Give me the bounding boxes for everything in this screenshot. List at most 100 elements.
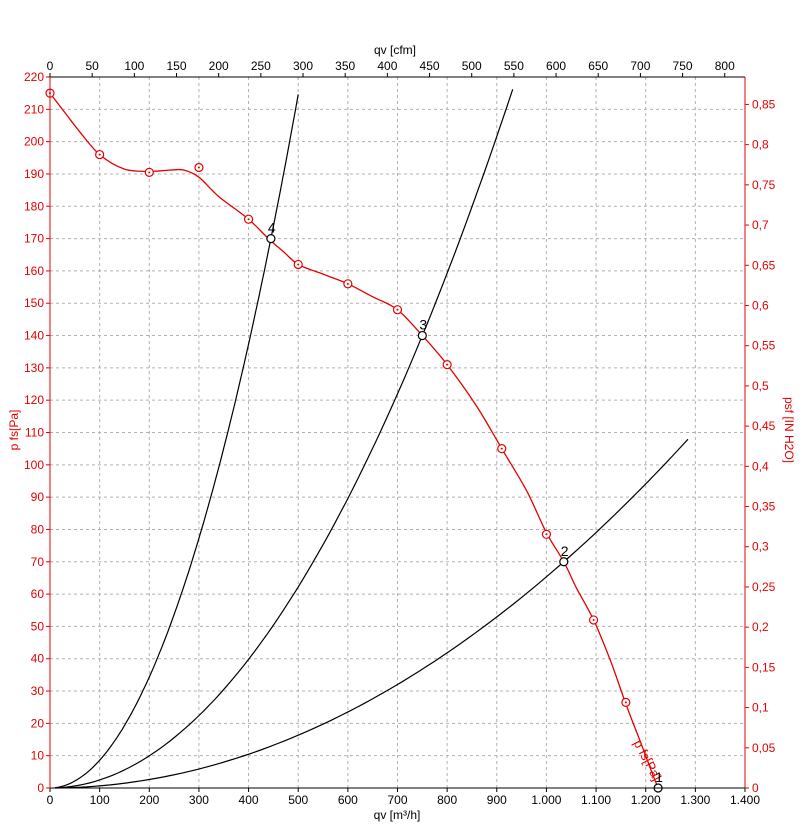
bottom-axis-label: qv [m³/h] xyxy=(374,808,421,822)
right-tick-label: 0,05 xyxy=(752,741,776,755)
right-tick-label: 0,55 xyxy=(752,339,776,353)
left-tick-label: 70 xyxy=(31,555,45,569)
left-tick-label: 60 xyxy=(31,587,45,601)
right-tick-label: 0,7 xyxy=(752,218,769,232)
right-tick-label: 0,15 xyxy=(752,660,776,674)
right-tick-label: 0,2 xyxy=(752,620,769,634)
right-tick-label: 0,25 xyxy=(752,580,776,594)
right-tick-label: 0,8 xyxy=(752,138,769,152)
right-tick-label: 0,75 xyxy=(752,178,776,192)
system-curve-2 xyxy=(54,438,689,789)
left-tick-label: 0 xyxy=(37,781,44,795)
top-tick-label: 300 xyxy=(293,59,313,73)
right-tick-label: 0,5 xyxy=(752,379,769,393)
left-tick-label: 200 xyxy=(24,135,44,149)
operating-point-label-1: 1 xyxy=(655,769,663,785)
left-tick-label: 120 xyxy=(24,393,44,407)
axes: 0 100 200 300 400 500 600 700 800 900 1.000 1.100 1.… xyxy=(24,59,776,807)
top-tick-label: 600 xyxy=(546,59,566,73)
fan-curve-marker-dot xyxy=(297,263,300,266)
fan-curve-marker-dot xyxy=(346,282,349,285)
bottom-tick-label: 500 xyxy=(288,793,308,807)
bottom-tick-label: 200 xyxy=(139,793,159,807)
left-tick-label: 10 xyxy=(31,749,45,763)
operating-point-3 xyxy=(417,330,427,341)
top-tick-label: 100 xyxy=(124,59,144,73)
operating-point-label-4: 4 xyxy=(268,220,276,236)
bottom-tick-label: 300 xyxy=(189,793,209,807)
fan-curve-marker-dot xyxy=(592,618,595,621)
bottom-tick-label: 400 xyxy=(239,793,259,807)
left-tick-label: 40 xyxy=(31,652,45,666)
operating-point-label-3: 3 xyxy=(419,317,427,333)
right-tick-label: 0,65 xyxy=(752,258,776,272)
grid xyxy=(50,77,745,788)
left-tick-label: 100 xyxy=(24,458,44,472)
top-tick-label: 350 xyxy=(335,59,355,73)
left-tick-label: 110 xyxy=(25,426,44,440)
top-tick-label: 650 xyxy=(588,59,608,73)
bottom-tick-label: 1.000 xyxy=(531,793,561,807)
right-tick-label: 0,45 xyxy=(752,419,776,433)
left-tick-label: 20 xyxy=(31,716,45,730)
bottom-tick-label: 800 xyxy=(437,793,457,807)
left-tick-label: 80 xyxy=(31,522,45,536)
fan-curve-marker-dot xyxy=(500,447,503,450)
bottom-tick-label: 100 xyxy=(90,793,110,807)
top-tick-label: 250 xyxy=(251,59,271,73)
left-tick-label: 220 xyxy=(24,70,44,84)
bottom-tick-label: 900 xyxy=(487,793,507,807)
fan-curve-marker-dot xyxy=(545,533,548,536)
fan-curve-marker-dot xyxy=(624,701,627,704)
operating-point-label-2: 2 xyxy=(561,543,569,559)
left-axis-label: p fs[Pa] xyxy=(7,410,21,451)
bottom-tick-label: 700 xyxy=(387,793,407,807)
fan-curve xyxy=(49,92,659,789)
top-tick-label: 550 xyxy=(504,59,524,73)
left-tick-label: 170 xyxy=(24,232,44,246)
bottom-tick-label: 1.400 xyxy=(730,793,760,807)
right-tick-label: 0,6 xyxy=(752,298,769,312)
left-tick-label: 50 xyxy=(31,619,45,633)
bottom-tick-label: 0 xyxy=(47,793,54,807)
right-tick-label: 0,1 xyxy=(752,701,769,715)
bottom-tick-label: 1.300 xyxy=(680,793,710,807)
right-tick-label: 0,3 xyxy=(752,540,769,554)
top-tick-label: 150 xyxy=(166,59,186,73)
left-tick-label: 210 xyxy=(24,102,44,116)
top-tick-label: 750 xyxy=(673,59,693,73)
right-tick-label: 0,85 xyxy=(752,97,776,111)
system-curve-3 xyxy=(54,89,514,789)
top-axis-label: qv [cfm] xyxy=(374,43,416,57)
top-tick-label: 500 xyxy=(462,59,482,73)
fan-curve-marker-dot xyxy=(446,363,449,366)
right-tick-label: 0 xyxy=(752,781,759,795)
bottom-tick-label: 1.100 xyxy=(581,793,611,807)
fan-curve-marker-dot xyxy=(98,153,101,156)
right-tick-label: 0,35 xyxy=(752,500,776,514)
left-tick-label: 30 xyxy=(31,684,45,698)
operating-point-4 xyxy=(266,233,276,244)
top-tick-label: 700 xyxy=(630,59,650,73)
top-tick-label: 200 xyxy=(209,59,229,73)
fan-curve-marker-dot xyxy=(247,218,250,221)
system-curve-4 xyxy=(54,94,299,789)
left-tick-label: 90 xyxy=(31,490,45,504)
left-tick-label: 190 xyxy=(24,167,44,181)
bottom-tick-label: 600 xyxy=(338,793,358,807)
top-tick-label: 450 xyxy=(420,59,440,73)
right-axis-label: psf [IN H2O] xyxy=(782,397,796,463)
left-tick-label: 140 xyxy=(24,329,44,343)
fan-curve-marker-dot xyxy=(396,308,399,311)
top-tick-label: 50 xyxy=(85,59,99,73)
bottom-tick-label: 1.200 xyxy=(631,793,661,807)
left-tick-label: 150 xyxy=(24,296,44,310)
left-tick-label: 180 xyxy=(24,199,44,213)
top-tick-label: 800 xyxy=(715,59,735,73)
fan-curve-marker-dot xyxy=(197,166,200,169)
right-tick-label: 0,4 xyxy=(752,459,769,473)
top-tick-label: 0 xyxy=(47,59,54,73)
left-tick-label: 130 xyxy=(24,361,44,375)
